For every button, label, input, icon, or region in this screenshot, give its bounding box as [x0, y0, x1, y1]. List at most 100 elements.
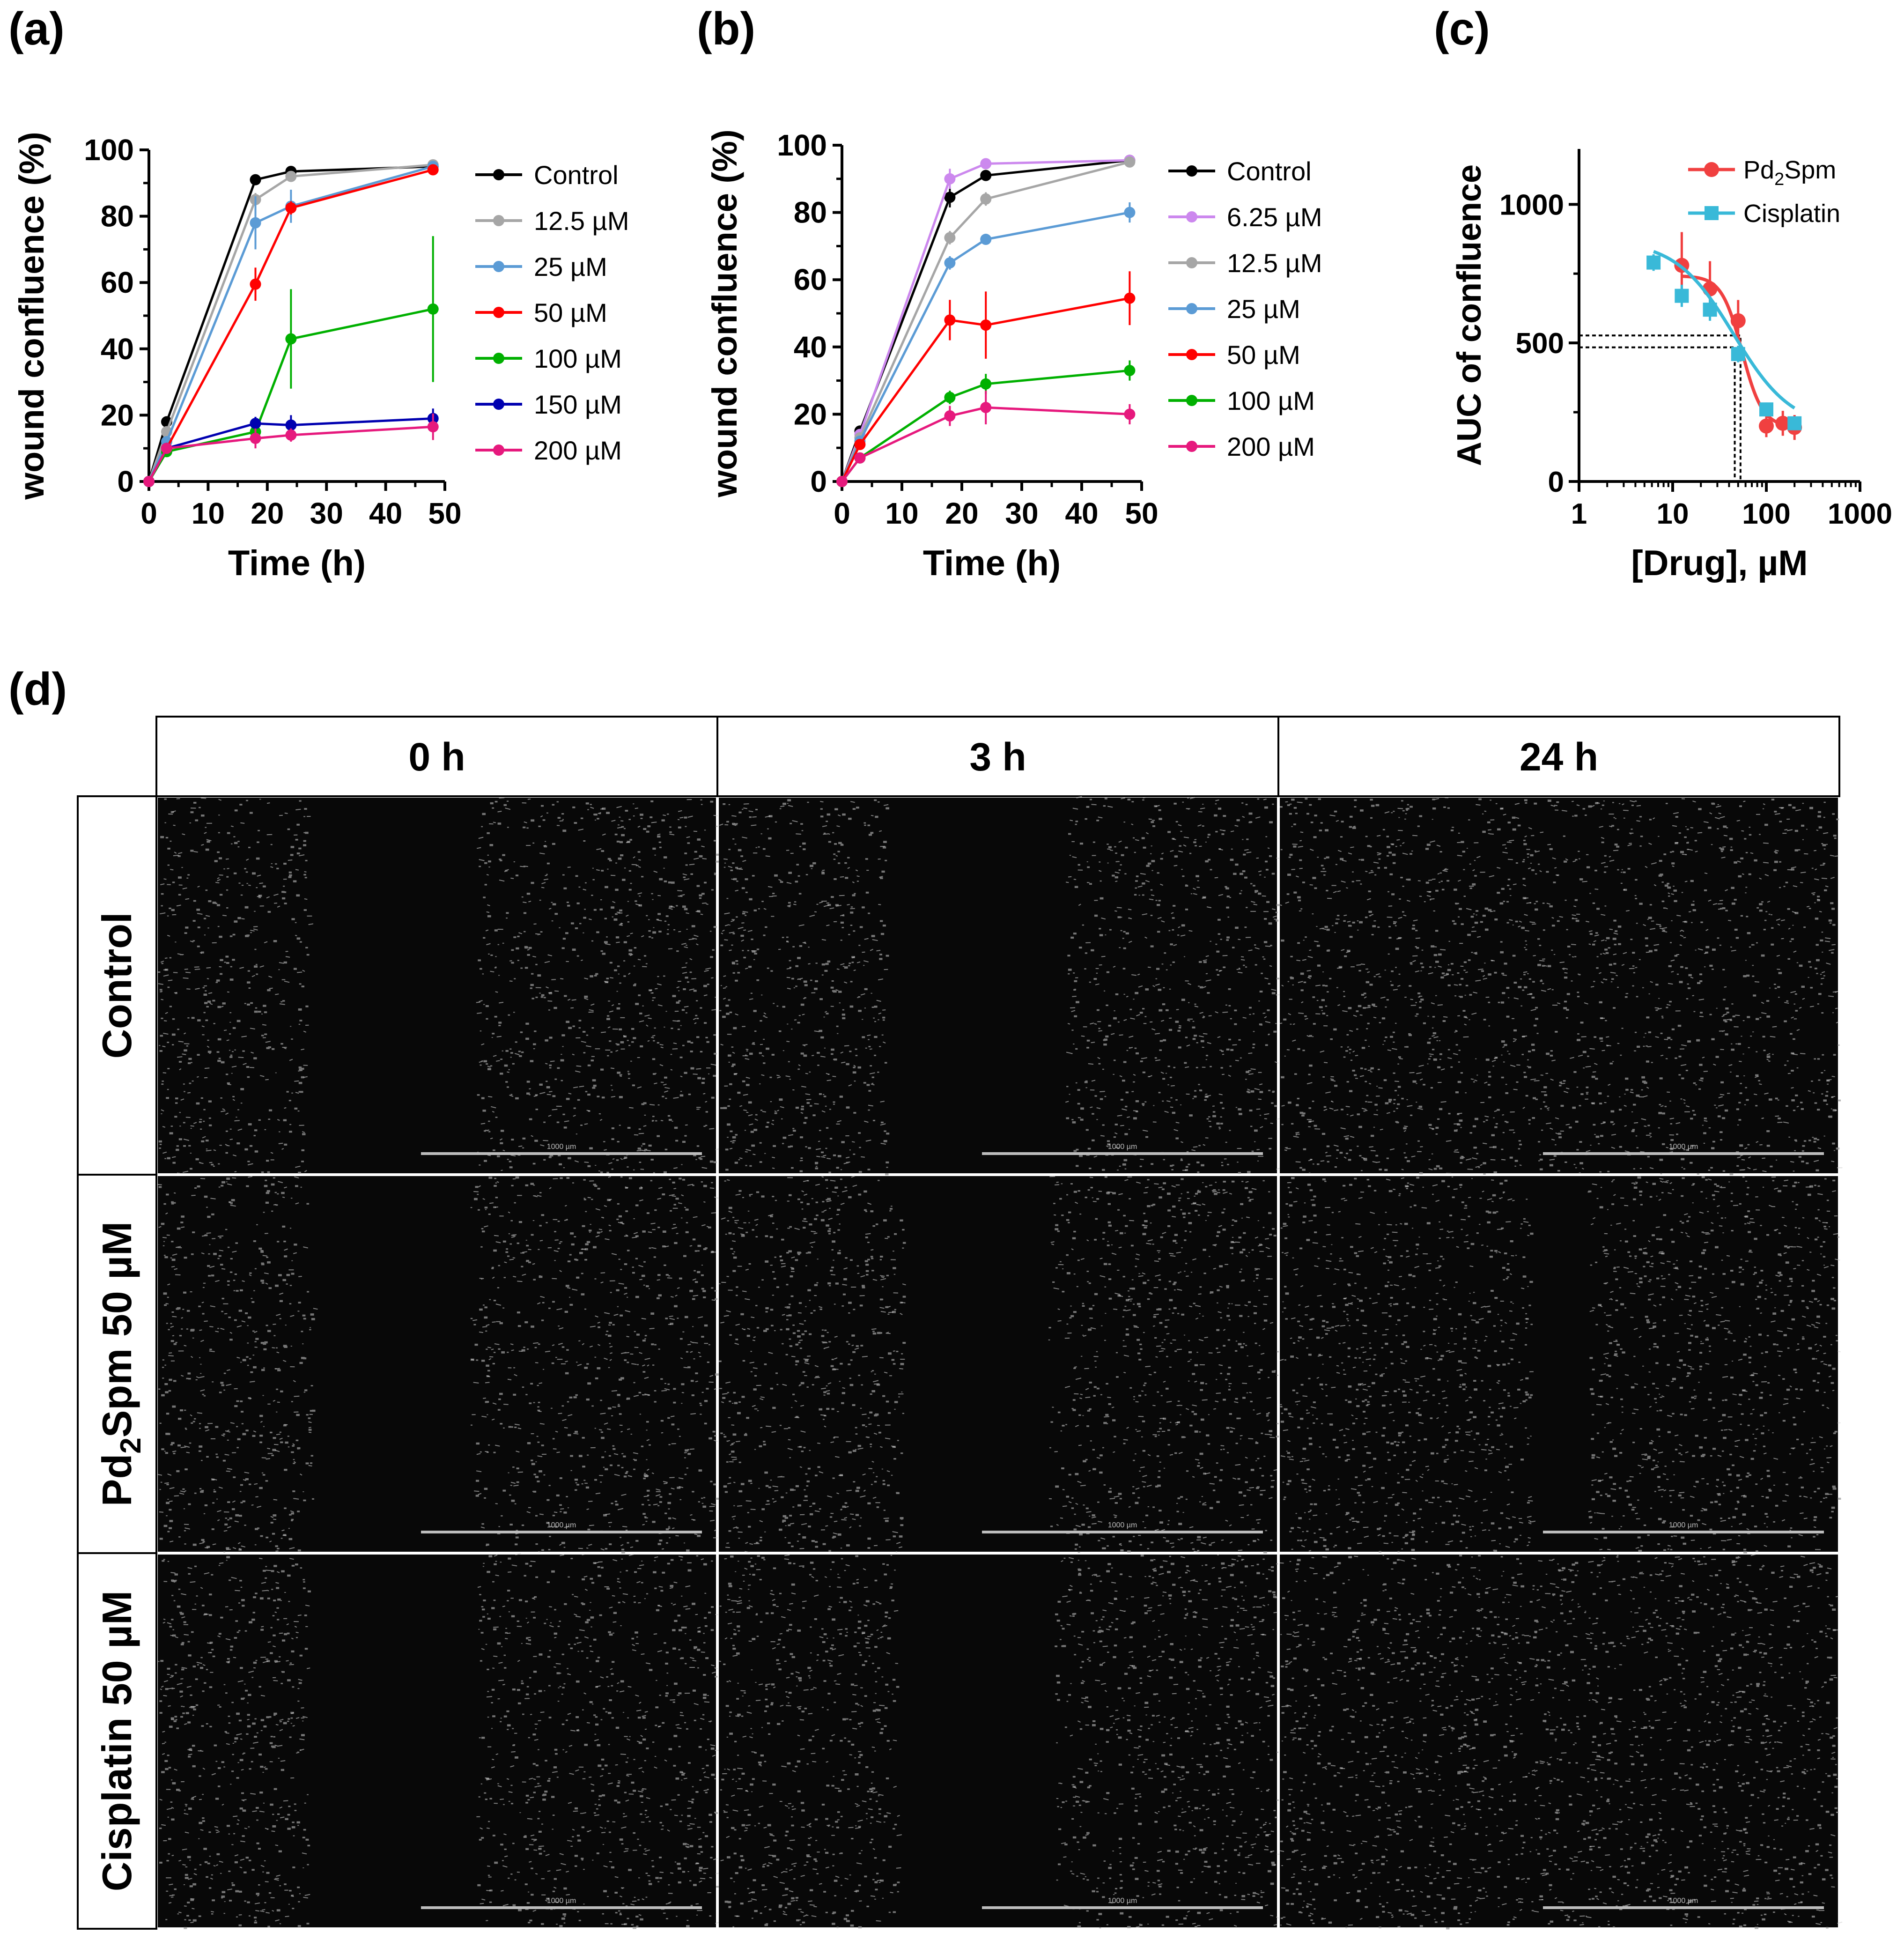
- data-point: [1775, 415, 1791, 431]
- cell-texture: [158, 1555, 719, 1929]
- ic50-reference-line: [1579, 334, 1742, 481]
- y-tick-label: 80: [101, 200, 134, 233]
- column-header-row: [155, 716, 1840, 797]
- data-point: [1124, 365, 1136, 377]
- data-point: [427, 303, 439, 315]
- y-tick-label: 40: [794, 330, 827, 364]
- x-tick-label: 40: [1065, 496, 1098, 530]
- x-tick-label: 50: [1125, 496, 1158, 530]
- scale-bar-label: 1000 µm: [1108, 1143, 1137, 1151]
- data-point: [1759, 402, 1773, 417]
- data-point: [944, 257, 956, 269]
- legend-marker: [1705, 206, 1719, 220]
- data-point: [980, 402, 992, 414]
- legend-label: Cisplatin: [1743, 200, 1840, 228]
- legend-label: 6.25 µM: [1227, 202, 1322, 232]
- chart-c: 1 10 100 1000 0 500 1000 [Drug], µM AUC of confl…: [1451, 149, 1892, 583]
- x-tick-label: 0: [140, 496, 157, 530]
- data-point: [944, 314, 956, 326]
- scale-bar-label: 1000 µm: [1669, 1897, 1698, 1905]
- cell-texture: [1280, 1555, 1838, 1930]
- data-point: [285, 429, 297, 441]
- legend-label: 25 µM: [1227, 294, 1300, 324]
- fit-curve: [1653, 250, 1796, 410]
- legend-label-main: Pd: [1743, 156, 1774, 184]
- cell-texture-bright: [719, 1175, 1277, 1553]
- panel-label-a: (a): [8, 3, 65, 54]
- micrograph-1-0: 1000 µm: [158, 1176, 719, 1554]
- legend-label: 12.5 µM: [534, 206, 629, 236]
- y-axis-label: wound confluence (%): [12, 132, 51, 500]
- series-6: [836, 391, 1136, 487]
- data-point: [250, 278, 261, 290]
- data-point: [836, 476, 848, 487]
- legend-label: 50 µM: [534, 298, 607, 327]
- legend-marker: [1704, 162, 1719, 177]
- x-tick-label: 1000: [1828, 498, 1892, 530]
- data-point: [944, 173, 956, 185]
- data-point: [1124, 156, 1136, 168]
- legend-label-rest: Spm: [1784, 156, 1836, 184]
- data-point: [980, 319, 992, 331]
- cell-texture-bright: [719, 1554, 1282, 1928]
- data-point: [1787, 416, 1802, 430]
- data-point: [250, 418, 261, 429]
- data-point: [285, 333, 297, 345]
- legend-marker: [493, 215, 504, 226]
- micrograph-0-2: 1000 µm: [1280, 797, 1843, 1176]
- y-tick-label: 40: [101, 332, 134, 366]
- chart-b: 0 10 20 30 40 50 0 20 40 60 80 100 Time (h) wound con…: [705, 128, 1322, 583]
- legend-label: Pd2Spm: [1743, 156, 1836, 189]
- scale-bar-label: 1000 µm: [1108, 1897, 1137, 1905]
- x-axis-label: Time (h): [228, 543, 366, 583]
- data-point: [980, 234, 992, 245]
- data-point: [250, 174, 261, 185]
- y-tick-label: 500: [1516, 327, 1564, 360]
- y-tick-label: 100: [84, 133, 134, 167]
- row-label-main: Pd: [94, 1454, 140, 1506]
- micrograph-2-1: 1000 µm: [719, 1554, 1282, 1929]
- legend-label: 200 µM: [1227, 432, 1315, 461]
- scale-bar-label: 1000 µm: [1669, 1143, 1698, 1151]
- data-point: [1730, 313, 1746, 328]
- cell-texture-bright: [719, 796, 1282, 1171]
- row-label: Pd2Spm 50 µM: [94, 1222, 147, 1506]
- legend-label: 50 µM: [1227, 340, 1300, 370]
- data-point: [1646, 255, 1661, 270]
- legend-label: 12.5 µM: [1227, 248, 1322, 278]
- y-tick-label: 20: [794, 397, 827, 431]
- y-tick-label: 0: [810, 465, 827, 498]
- x-tick-label: 30: [310, 496, 343, 530]
- data-point: [285, 419, 297, 431]
- data-point: [1703, 303, 1717, 317]
- legend-marker: [493, 399, 504, 410]
- column-header: 24 h: [1520, 735, 1598, 779]
- row-label-subscript: 2: [115, 1437, 147, 1453]
- panel-c: (c) 1 10 100 1000 0 500 1000 [Drug], µM AUC of c…: [1434, 3, 1892, 583]
- y-tick-label: 60: [794, 263, 827, 296]
- series-1: [1646, 250, 1802, 430]
- cell-texture-bright: [1280, 1554, 1843, 1927]
- scale-bar-label: 1000 µm: [1108, 1521, 1137, 1529]
- legend-marker: [1186, 349, 1197, 360]
- data-point: [1124, 408, 1136, 420]
- row-label: Control: [94, 912, 140, 1059]
- cell-texture-bright: [158, 1176, 719, 1553]
- data-point: [285, 202, 297, 214]
- data-point: [944, 192, 956, 203]
- x-tick-label: 40: [369, 496, 402, 530]
- cell-texture: [719, 1555, 1279, 1929]
- micrograph-background: [719, 798, 1277, 1173]
- data-point: [854, 452, 866, 464]
- micrograph-grid: 0 h 3 h 24 h Control 1000 µm 1000 µm 1000 µm Pd…: [77, 716, 1843, 1930]
- micrograph-0-0: 1000 µm: [158, 797, 721, 1174]
- legend-label-subscript: 2: [1774, 170, 1784, 189]
- micrograph-2-2: 1000 µm: [1280, 1554, 1843, 1930]
- x-axis-label: Time (h): [923, 543, 1061, 583]
- cell-texture-bright: [159, 1553, 721, 1925]
- row-label-main: Control: [94, 912, 140, 1059]
- scale-bar-label: 1000 µm: [547, 1897, 576, 1905]
- legend-label: 100 µM: [534, 344, 622, 373]
- x-tick-label: 10: [192, 496, 225, 530]
